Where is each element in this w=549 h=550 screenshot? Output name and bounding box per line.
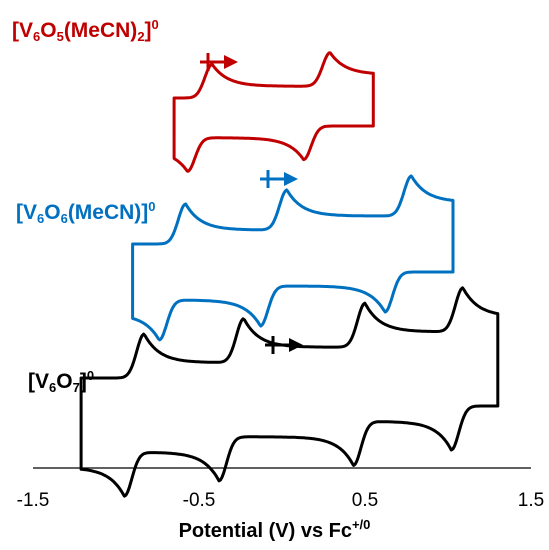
cv-trace-2	[79, 286, 500, 498]
cv-trace-0	[172, 51, 375, 173]
series-label-v6o6-mecn: [V6O6(MeCN)]0	[16, 199, 156, 226]
series-label-v6o5-mecn2: [V6O5(MeCN)2]0	[12, 17, 159, 44]
x-tick-label-2: 0.5	[352, 490, 378, 511]
x-tick-label-0: -1.5	[17, 490, 50, 511]
scan-direction-arrowhead-1	[284, 172, 298, 186]
x-axis-title-superscript: +/0	[351, 517, 371, 532]
scan-direction-arrowhead-0	[224, 55, 238, 69]
x-axis-title-text: Potential (V) vs Fc	[178, 520, 352, 542]
x-tick-label-3: 1.5	[518, 490, 544, 511]
cv-trace-1	[131, 174, 455, 342]
x-axis-title: Potential (V) vs Fc+/0	[0, 517, 549, 543]
series-label-v6o7: [V6O7]0	[28, 368, 95, 395]
x-tick-label-1: -0.5	[183, 490, 216, 511]
scan-direction-arrowhead-2	[289, 338, 303, 352]
